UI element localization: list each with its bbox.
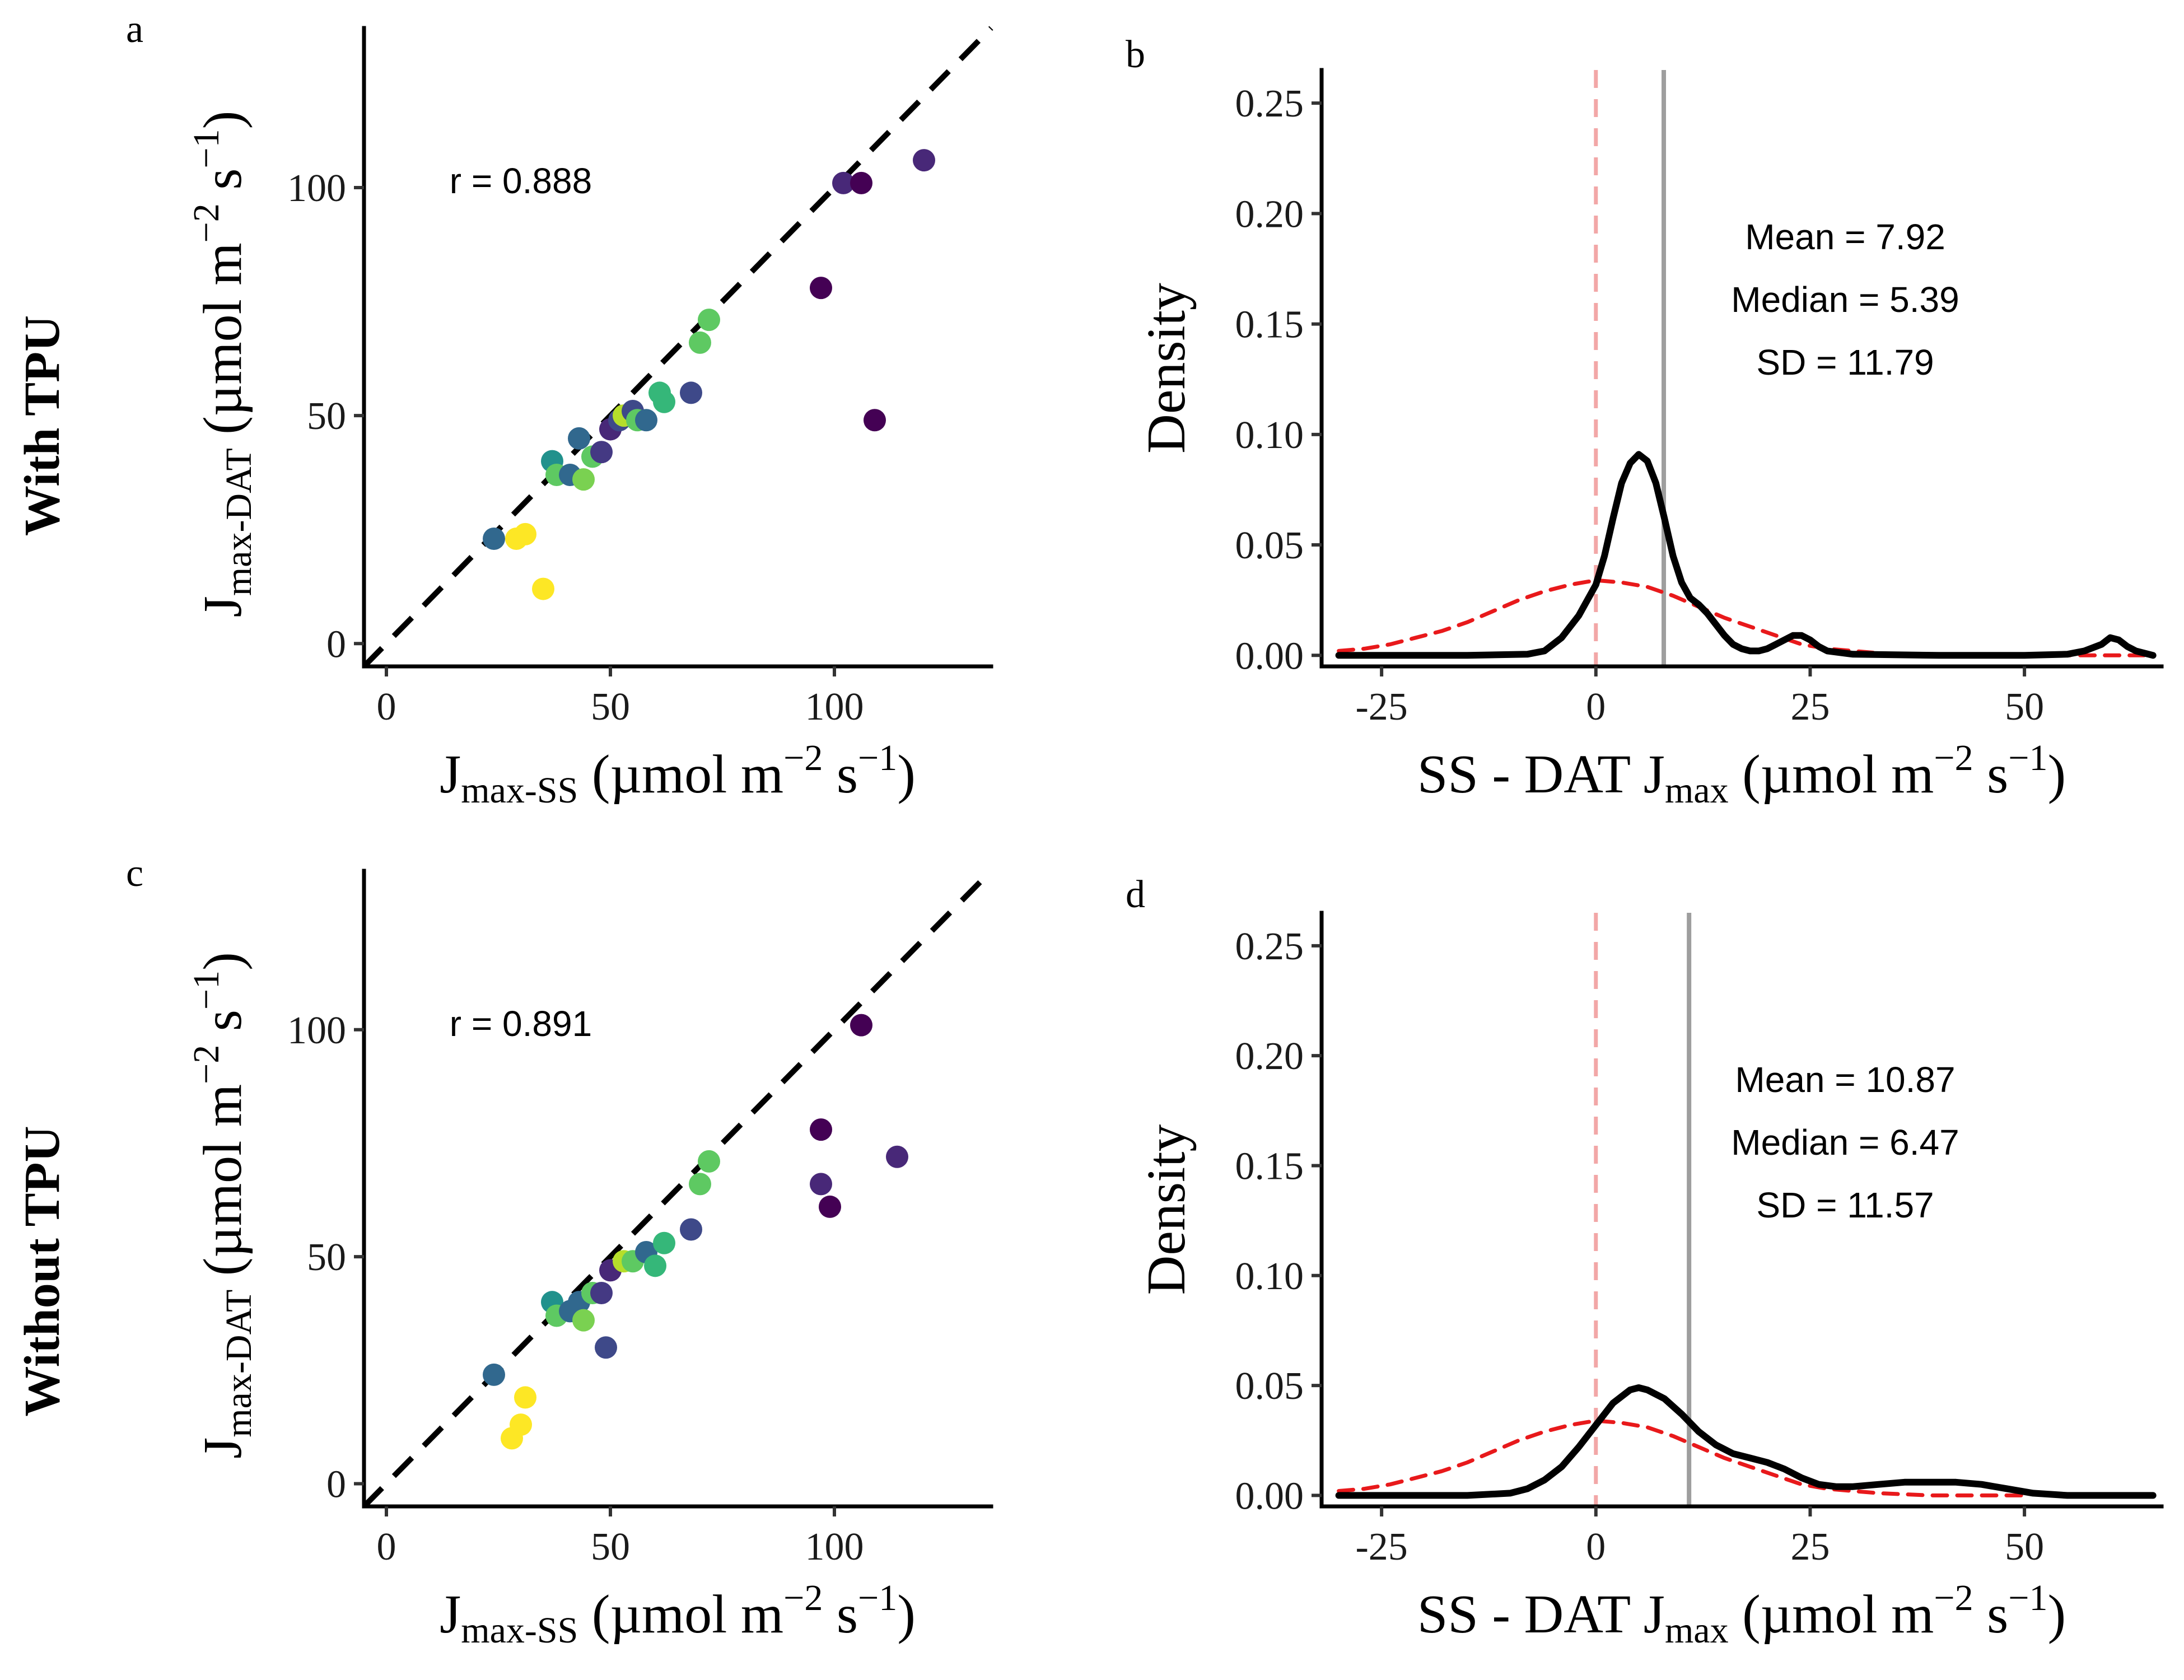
y-axis-title: Density — [1136, 1124, 1197, 1295]
scatter-point-21 — [698, 1150, 720, 1173]
scatter-point-27 — [913, 149, 935, 172]
stat-annotation-1: Mean = 10.87 — [1735, 1060, 1955, 1100]
stat-annotation-3: SD = 11.79 — [1756, 342, 1934, 382]
scatter-point-23 — [810, 1173, 832, 1196]
x-tick-label: 50 — [591, 1525, 630, 1569]
y-tick-label: 0.20 — [1235, 1035, 1304, 1078]
y-tick-label: 0 — [326, 1463, 346, 1506]
y-tick-label: 0.25 — [1235, 82, 1304, 125]
y-tick-label: 0 — [326, 623, 346, 666]
one-to-one-line — [362, 26, 993, 669]
x-tick-label: 25 — [1790, 685, 1830, 729]
scatter-point-20 — [689, 1173, 711, 1196]
panel-letter: b — [1126, 33, 1145, 76]
scatter-point-23 — [810, 277, 832, 300]
y-tick-label: 50 — [307, 1236, 346, 1279]
stat-annotation-2: Median = 6.47 — [1731, 1122, 1959, 1163]
y-axis-title: Density — [1136, 283, 1197, 454]
x-axis-title: SS - DAT Jmax (µmol m−2 s−1) — [1417, 738, 2066, 811]
y-tick-label: 0.00 — [1235, 1474, 1304, 1518]
stat-annotation-1: Mean = 7.92 — [1745, 217, 1945, 257]
panel-c: c 0 50 100 0 50 100 Jmax-SS (µmol m−2 s−1) Jmax-… — [126, 852, 993, 1651]
row-label-1: With TPU — [15, 315, 70, 536]
density-curve — [1335, 1384, 2157, 1499]
x-tick-label: 0 — [1586, 685, 1606, 729]
panel-a: a 0 50 100 0 50 100 Jmax-SS (µmol m−2 s−1) Jmax-… — [126, 8, 993, 811]
y-tick-label: 0.20 — [1235, 193, 1304, 236]
panel-letter: c — [126, 852, 143, 895]
panels: a 0 50 100 0 50 100 Jmax-SS (µmol m−2 s−1) Jmax-… — [126, 8, 2164, 1651]
y-tick-label: 0.00 — [1235, 634, 1304, 678]
y-tick-label: 0.05 — [1235, 1365, 1304, 1408]
x-tick-label: 0 — [377, 1525, 396, 1569]
x-tick-label: 0 — [377, 685, 396, 729]
x-axis-title: Jmax-SS (µmol m−2 s−1) — [440, 738, 916, 811]
density-curve — [1335, 451, 2157, 659]
scatter-point-26 — [864, 409, 886, 432]
y-tick-label: 0.25 — [1235, 925, 1304, 968]
x-tick-label: 50 — [591, 685, 630, 729]
y-tick-label: 50 — [307, 395, 346, 438]
panel-letter: d — [1126, 873, 1145, 916]
scatter-point-17 — [644, 1254, 666, 1277]
y-tick-label: 0.10 — [1235, 414, 1304, 457]
scatter-point-1 — [483, 1363, 505, 1386]
scatter-point-12 — [595, 1336, 617, 1359]
scatter-point-4 — [514, 1386, 536, 1409]
scatter-point-22 — [698, 309, 720, 332]
x-tick-label: 50 — [2005, 1525, 2044, 1569]
scatter-point-17 — [635, 409, 657, 432]
correlation-annotation: r = 0.888 — [450, 161, 592, 201]
scatter-point-20 — [680, 381, 702, 404]
y-tick-label: 100 — [287, 1009, 346, 1052]
y-axis-title: Jmax-DAT (µmol m−2 s−1) — [186, 111, 259, 618]
scatter-point-24 — [832, 171, 855, 194]
row-label-2: Without TPU — [15, 1126, 70, 1416]
scatter-point-24 — [819, 1195, 841, 1218]
scatter-point-1 — [483, 528, 505, 550]
one-to-one-line — [362, 869, 993, 1509]
scatter-point-19 — [653, 390, 675, 413]
x-tick-label: -25 — [1355, 1525, 1407, 1569]
scatter-point-18 — [653, 1231, 675, 1254]
x-tick-label: 100 — [805, 1525, 864, 1569]
normal-reference-curve — [1337, 1418, 2027, 1497]
stat-annotation-3: SD = 11.57 — [1756, 1185, 1934, 1225]
x-tick-label: 100 — [805, 685, 864, 729]
y-tick-label: 100 — [287, 167, 346, 210]
scatter-point-21 — [689, 331, 711, 354]
scatter-point-8 — [568, 427, 590, 450]
normal-reference-curve — [1337, 578, 2155, 657]
x-axis-title: SS - DAT Jmax (µmol m−2 s−1) — [1417, 1578, 2066, 1651]
panel-letter: a — [126, 8, 143, 51]
y-tick-label: 0.15 — [1235, 304, 1304, 347]
y-axis-title: Jmax-DAT (µmol m−2 s−1) — [186, 952, 259, 1459]
row-labels: With TPU Without TPU — [15, 315, 70, 1417]
scatter-point-26 — [886, 1145, 908, 1168]
scatter-point-4 — [532, 577, 554, 600]
scatter-point-9 — [572, 1309, 595, 1332]
stat-annotation-2: Median = 5.39 — [1731, 279, 1959, 320]
y-tick-label: 0.10 — [1235, 1255, 1304, 1298]
scatter-point-3 — [514, 522, 536, 545]
x-tick-label: 25 — [1790, 1525, 1830, 1569]
x-tick-label: 50 — [2005, 685, 2044, 729]
correlation-annotation: r = 0.891 — [450, 1004, 592, 1044]
y-tick-label: 0.05 — [1235, 524, 1304, 567]
scatter-point-25 — [850, 171, 872, 194]
x-axis-title: Jmax-SS (µmol m−2 s−1) — [440, 1578, 916, 1651]
scatter-point-25 — [850, 1014, 872, 1037]
scatter-point-11 — [590, 1281, 613, 1304]
y-tick-label: 0.15 — [1235, 1145, 1304, 1188]
x-tick-label: 0 — [1586, 1525, 1606, 1569]
scatter-point-11 — [590, 441, 613, 464]
x-tick-label: -25 — [1355, 685, 1407, 729]
scatter-point-9 — [572, 468, 595, 491]
scatter-point-22 — [810, 1118, 832, 1141]
scatter-point-19 — [680, 1218, 702, 1241]
panel-b: b -25 0 25 50 0.00 0.05 0.10 0.15 0.20 0.25 SS - DA… — [1126, 33, 2164, 811]
panel-d: d -25 0 25 50 0.00 0.05 0.10 0.15 0.20 0.25 SS - DA… — [1126, 873, 2164, 1651]
scatter-point-3 — [510, 1413, 532, 1436]
